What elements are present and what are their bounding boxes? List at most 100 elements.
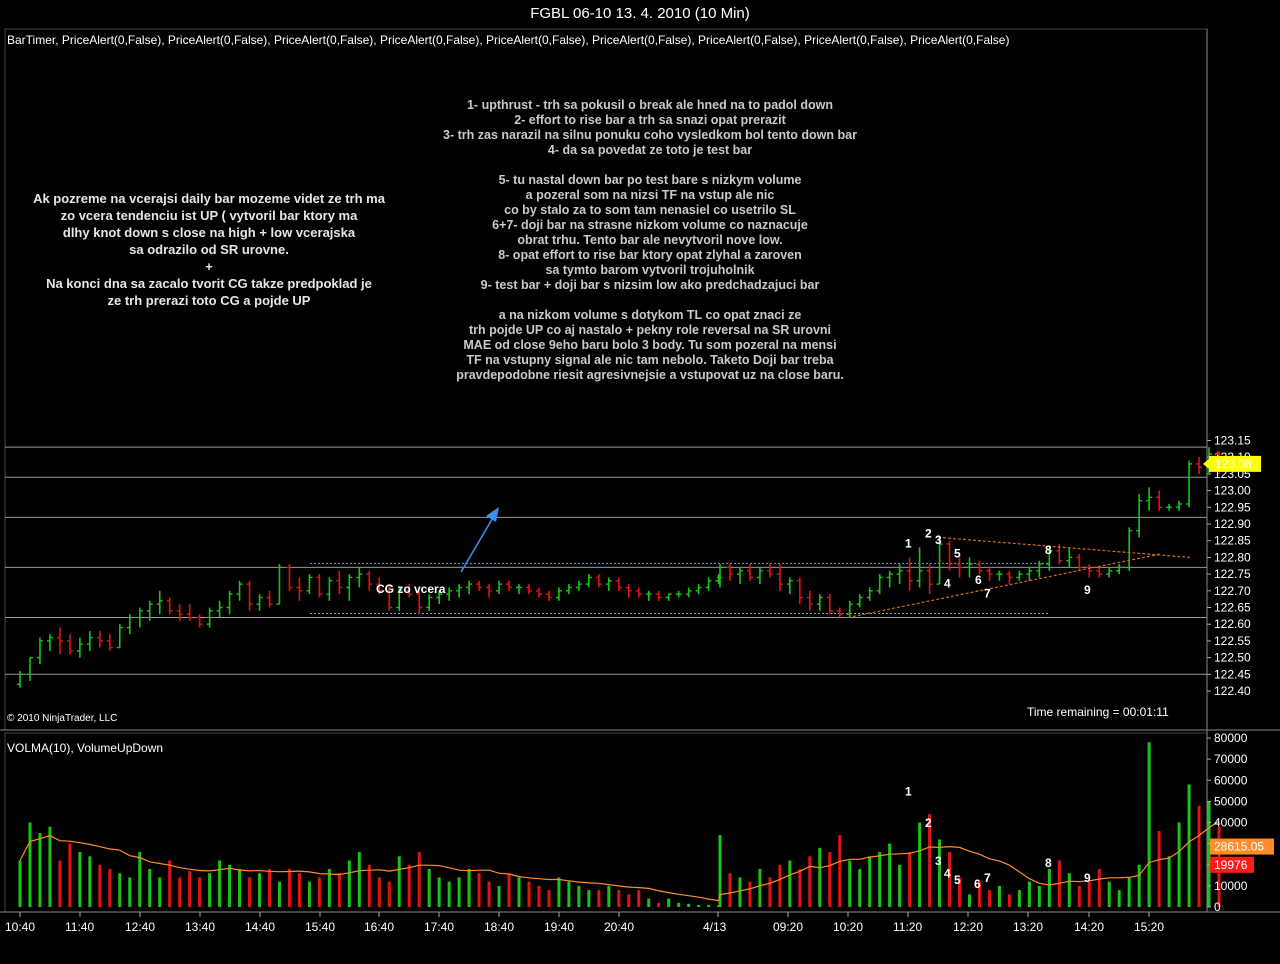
price-bar — [595, 574, 602, 588]
volume-tick-label: 60000 — [1214, 773, 1248, 787]
price-bar — [756, 567, 763, 585]
price-bar — [446, 587, 453, 601]
volume-bar — [1027, 881, 1031, 907]
price-bar — [106, 634, 113, 651]
price-bar — [726, 564, 733, 581]
price-bar — [665, 593, 672, 601]
annotation-line: a na nizkom volume s dotykom TL co opat … — [498, 308, 802, 322]
price-bar — [296, 577, 303, 601]
price-bar — [545, 590, 552, 601]
volume-bar — [718, 835, 722, 907]
price-bar — [1166, 503, 1173, 511]
volume-bar — [687, 903, 691, 907]
price-bar — [166, 597, 173, 615]
volume-bar — [1077, 885, 1081, 907]
volma-line — [19, 820, 1220, 902]
annotation-line: sa odrazilo od SR urovne. — [129, 242, 289, 257]
y-tick-label: 123.15 — [1214, 434, 1251, 448]
volume-bar — [838, 835, 842, 907]
price-bar — [635, 587, 642, 598]
y-tick-label: 122.50 — [1214, 651, 1251, 665]
volume-bar — [208, 873, 212, 907]
x-tick-label: 10:20 — [833, 920, 863, 934]
annotation-line: zo vcera tendenciu ist UP ( vytvoril bar… — [60, 208, 358, 223]
volume-bar — [828, 852, 832, 907]
price-bar — [46, 634, 53, 651]
volume-bar — [447, 881, 451, 907]
price-bar — [1156, 490, 1163, 511]
price-bar — [186, 604, 193, 621]
volume-bar — [38, 833, 42, 907]
volume-bar — [607, 885, 611, 907]
price-bar — [816, 594, 823, 611]
annotation-line: sa tymto barom vytvoril trojuholnik — [545, 263, 755, 277]
volume-bar — [728, 873, 732, 907]
price-bar — [1116, 564, 1123, 575]
volume-bar — [1067, 873, 1071, 907]
price-bar — [1076, 554, 1083, 571]
volume-bar — [1187, 784, 1191, 907]
price-bar — [886, 570, 893, 588]
price-bar — [146, 600, 153, 621]
price-bar — [276, 564, 283, 605]
volume-bar — [218, 860, 222, 907]
price-bar — [1136, 493, 1143, 538]
volume-bar — [228, 864, 232, 907]
price-bar — [86, 630, 93, 651]
volume-bar — [188, 871, 192, 907]
price-bar — [1066, 547, 1073, 568]
price-bar — [306, 574, 313, 595]
y-tick-label: 122.95 — [1214, 500, 1251, 514]
price-bar — [615, 577, 622, 591]
volume-bar — [327, 868, 331, 907]
annotation-line: 9- test bar + doji bar s nizsim low ako … — [480, 278, 820, 292]
x-tick-label: 14:20 — [1074, 920, 1104, 934]
volume-bar — [848, 860, 852, 907]
last-volume-text: 19976 — [1214, 858, 1248, 872]
y-tick-label: 122.45 — [1214, 667, 1251, 681]
y-tick-label: 122.70 — [1214, 584, 1251, 598]
volume-bar — [1047, 868, 1051, 907]
volume-bar — [537, 885, 541, 907]
bar-number-label: 8 — [1045, 543, 1052, 557]
volume-bar — [1117, 890, 1121, 907]
volume-bar — [148, 868, 152, 907]
volume-bar — [108, 868, 112, 907]
annotation-line: 5- tu nastal down bar po test bare s niz… — [498, 173, 802, 187]
price-bar — [585, 574, 592, 588]
x-tick-label: 11:40 — [65, 920, 94, 934]
x-tick-label: 20:40 — [604, 920, 634, 934]
price-bar — [675, 590, 682, 598]
volume-bar — [778, 864, 782, 907]
price-bar — [136, 607, 143, 628]
volume-bar — [748, 881, 752, 907]
volume-bar — [158, 877, 162, 907]
annotation-line: a pozeral som na nizsi TF na vstup ale n… — [525, 188, 775, 202]
bar-number-label: 5 — [954, 546, 961, 560]
annotation-line: 1- upthrust - trh sa pokusil o break ale… — [466, 98, 833, 112]
price-bar — [56, 627, 63, 655]
annotation-line: 3- trh zas narazil na silnu ponuku coho … — [443, 128, 857, 142]
cg-arrow-shaft — [460, 515, 495, 573]
price-bar — [1006, 570, 1013, 585]
price-bar — [1086, 564, 1093, 578]
price-bar — [1016, 570, 1023, 581]
price-bar — [1046, 547, 1053, 571]
x-tick-label: 17:40 — [424, 920, 454, 934]
window-title: FGBL 06-10 13. 4. 2010 (10 Min) — [0, 0, 1280, 28]
volume-bar — [948, 852, 952, 907]
volma-value-tag — [1210, 838, 1274, 855]
volume-bar — [597, 890, 601, 907]
volume-panel-frame — [4, 732, 1208, 913]
volume-bar — [1087, 881, 1091, 907]
price-bar — [66, 634, 73, 655]
volume-bar — [118, 873, 122, 907]
price-bar — [736, 567, 743, 585]
price-bar — [436, 590, 443, 605]
last-price-value: 123.08 — [1215, 457, 1252, 471]
price-bar — [496, 580, 503, 595]
price-bar — [896, 564, 903, 585]
volume-bar — [497, 885, 501, 907]
volume-bar — [18, 860, 22, 907]
